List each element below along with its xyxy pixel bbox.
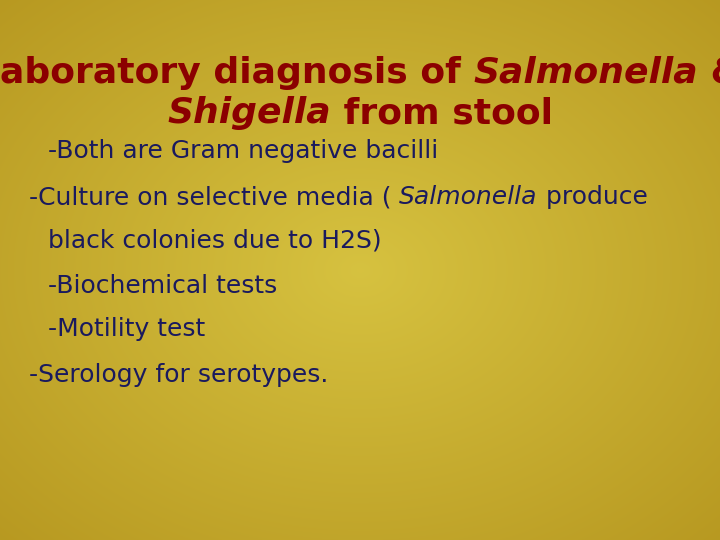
Text: produce: produce: [538, 185, 648, 209]
Text: Laboratory diagnosis of: Laboratory diagnosis of: [0, 56, 474, 90]
Text: Salmonella: Salmonella: [400, 185, 538, 209]
Text: -Motility test: -Motility test: [40, 318, 205, 341]
Text: Salmonella: Salmonella: [474, 56, 698, 90]
Text: Shigella: Shigella: [167, 97, 330, 130]
Text: -Both are Gram negative bacilli: -Both are Gram negative bacilli: [40, 139, 438, 163]
Text: -Biochemical tests: -Biochemical tests: [40, 274, 277, 298]
Text: from stool: from stool: [330, 97, 553, 130]
Text: &: &: [698, 56, 720, 90]
Text: black colonies due to H2S): black colonies due to H2S): [40, 228, 381, 252]
Text: -Culture on selective media (: -Culture on selective media (: [29, 185, 400, 209]
Text: -Serology for serotypes.: -Serology for serotypes.: [29, 363, 328, 387]
